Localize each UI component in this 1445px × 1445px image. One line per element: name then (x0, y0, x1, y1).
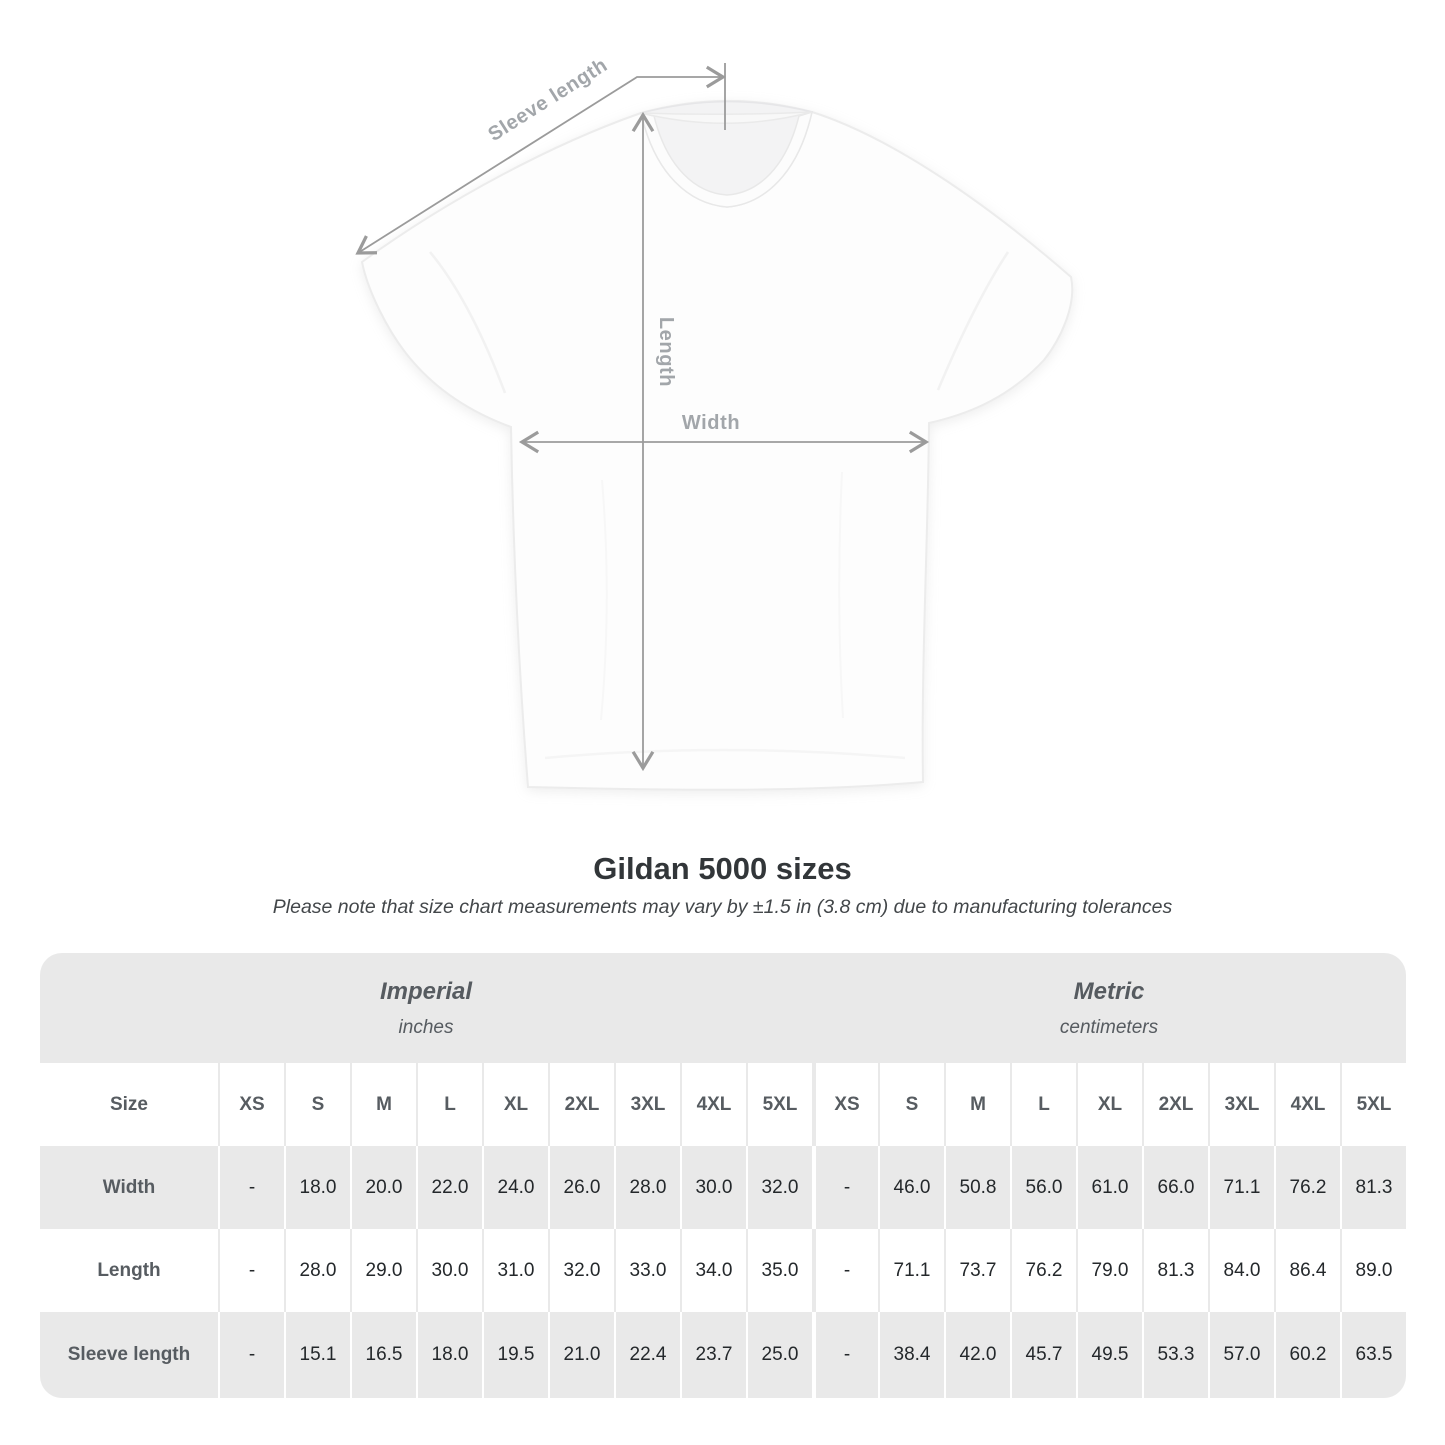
size-col-header: 3XL (1208, 1063, 1274, 1146)
value-cell: 56.0 (1010, 1146, 1076, 1229)
size-col-header: 5XL (746, 1063, 812, 1146)
size-col-header: L (1010, 1063, 1076, 1146)
value-cell: 15.1 (284, 1312, 350, 1398)
value-cell: 23.7 (680, 1312, 746, 1398)
value-cell: 57.0 (1208, 1312, 1274, 1398)
value-cell: - (218, 1229, 284, 1312)
table-row-width: Width - 18.0 20.0 22.0 24.0 26.0 28.0 30… (40, 1146, 1406, 1229)
table-row-sleeve-length: Sleeve length - 15.1 16.5 18.0 19.5 21.0… (40, 1312, 1406, 1398)
tshirt-graphic (355, 63, 1074, 791)
size-header-row: Size XS S M L XL 2XL 3XL 4XL 5XL XS S M … (40, 1063, 1406, 1146)
value-cell: 33.0 (614, 1229, 680, 1312)
value-cell: - (812, 1312, 878, 1398)
value-cell: 84.0 (1208, 1229, 1274, 1312)
value-cell: 21.0 (548, 1312, 614, 1398)
value-cell: 22.4 (614, 1312, 680, 1398)
value-cell: 89.0 (1340, 1229, 1406, 1312)
size-col-header: 4XL (680, 1063, 746, 1146)
row-label: Length (97, 1259, 161, 1281)
value-cell: 18.0 (284, 1146, 350, 1229)
value-cell: 76.2 (1274, 1146, 1340, 1229)
unit-group-name: Metric (1073, 977, 1145, 1005)
value-cell: 26.0 (548, 1146, 614, 1229)
size-col-header: 4XL (1274, 1063, 1340, 1146)
tshirt-measurement-figure: Sleeve length Length Width (355, 54, 1074, 791)
unit-band: Imperial inches Metric centimeters (40, 953, 1406, 1063)
value-cell: 81.3 (1340, 1146, 1406, 1229)
value-cell: 66.0 (1142, 1146, 1208, 1229)
value-cell: 22.0 (416, 1146, 482, 1229)
measurement-arrows (355, 63, 930, 772)
value-cell: - (812, 1229, 878, 1312)
value-cell: 45.7 (1010, 1312, 1076, 1398)
value-cell: 81.3 (1142, 1229, 1208, 1312)
size-table: Imperial inches Metric centimeters Size … (40, 953, 1406, 1398)
unit-group-imperial: Imperial inches (40, 953, 812, 1063)
size-col-header: 3XL (614, 1063, 680, 1146)
value-cell: 32.0 (548, 1229, 614, 1312)
value-cell: 29.0 (350, 1229, 416, 1312)
value-cell: 24.0 (482, 1146, 548, 1229)
value-cell: 28.0 (284, 1229, 350, 1312)
unit-group-name: Imperial (379, 977, 473, 1005)
size-col-header: M (350, 1063, 416, 1146)
value-cell: 49.5 (1076, 1312, 1142, 1398)
size-col-header: M (944, 1063, 1010, 1146)
value-cell: - (218, 1312, 284, 1398)
value-cell: 46.0 (878, 1146, 944, 1229)
size-header-label: Size (109, 1093, 149, 1115)
size-col-header: XS (218, 1063, 284, 1146)
value-cell: 60.2 (1274, 1312, 1340, 1398)
unit-group-metric: Metric centimeters (812, 953, 1406, 1063)
value-cell: - (812, 1146, 878, 1229)
size-col-header: 5XL (1340, 1063, 1406, 1146)
size-col-header: L (416, 1063, 482, 1146)
value-cell: 28.0 (614, 1146, 680, 1229)
size-col-header: 2XL (548, 1063, 614, 1146)
size-col-header: XL (482, 1063, 548, 1146)
sleeve-length-arrow (355, 65, 727, 255)
value-cell: 61.0 (1076, 1146, 1142, 1229)
value-cell: 63.5 (1340, 1312, 1406, 1398)
value-cell: 38.4 (878, 1312, 944, 1398)
width-label: Width (681, 412, 741, 434)
value-cell: 35.0 (746, 1229, 812, 1312)
value-cell: 31.0 (482, 1229, 548, 1312)
table-row-length: Length - 28.0 29.0 30.0 31.0 32.0 33.0 3… (40, 1229, 1406, 1312)
value-cell: 19.5 (482, 1312, 548, 1398)
value-cell: 34.0 (680, 1229, 746, 1312)
value-cell: 42.0 (944, 1312, 1010, 1398)
row-label: Width (102, 1176, 156, 1198)
value-cell: 16.5 (350, 1312, 416, 1398)
value-cell: - (218, 1146, 284, 1229)
value-cell: 30.0 (680, 1146, 746, 1229)
value-cell: 20.0 (350, 1146, 416, 1229)
value-cell: 32.0 (746, 1146, 812, 1229)
value-cell: 71.1 (1208, 1146, 1274, 1229)
value-cell: 86.4 (1274, 1229, 1340, 1312)
value-cell: 50.8 (944, 1146, 1010, 1229)
unit-group-unit: inches (398, 1016, 454, 1038)
size-col-header: S (878, 1063, 944, 1146)
size-col-header: S (284, 1063, 350, 1146)
size-col-header: XL (1076, 1063, 1142, 1146)
value-cell: 53.3 (1142, 1312, 1208, 1398)
value-cell: 25.0 (746, 1312, 812, 1398)
value-cell: 71.1 (878, 1229, 944, 1312)
unit-group-unit: centimeters (1059, 1016, 1159, 1038)
row-label: Sleeve length (67, 1344, 191, 1365)
page-title: Gildan 5000 sizes (593, 851, 852, 886)
value-cell: 73.7 (944, 1229, 1010, 1312)
tshirt-silhouette (360, 99, 1074, 791)
value-cell: 30.0 (416, 1229, 482, 1312)
tolerance-note: Please note that size chart measurements… (272, 896, 1173, 918)
size-col-header: 2XL (1142, 1063, 1208, 1146)
value-cell: 79.0 (1076, 1229, 1142, 1312)
size-col-header: XS (812, 1063, 878, 1146)
value-cell: 18.0 (416, 1312, 482, 1398)
value-cell: 76.2 (1010, 1229, 1076, 1312)
